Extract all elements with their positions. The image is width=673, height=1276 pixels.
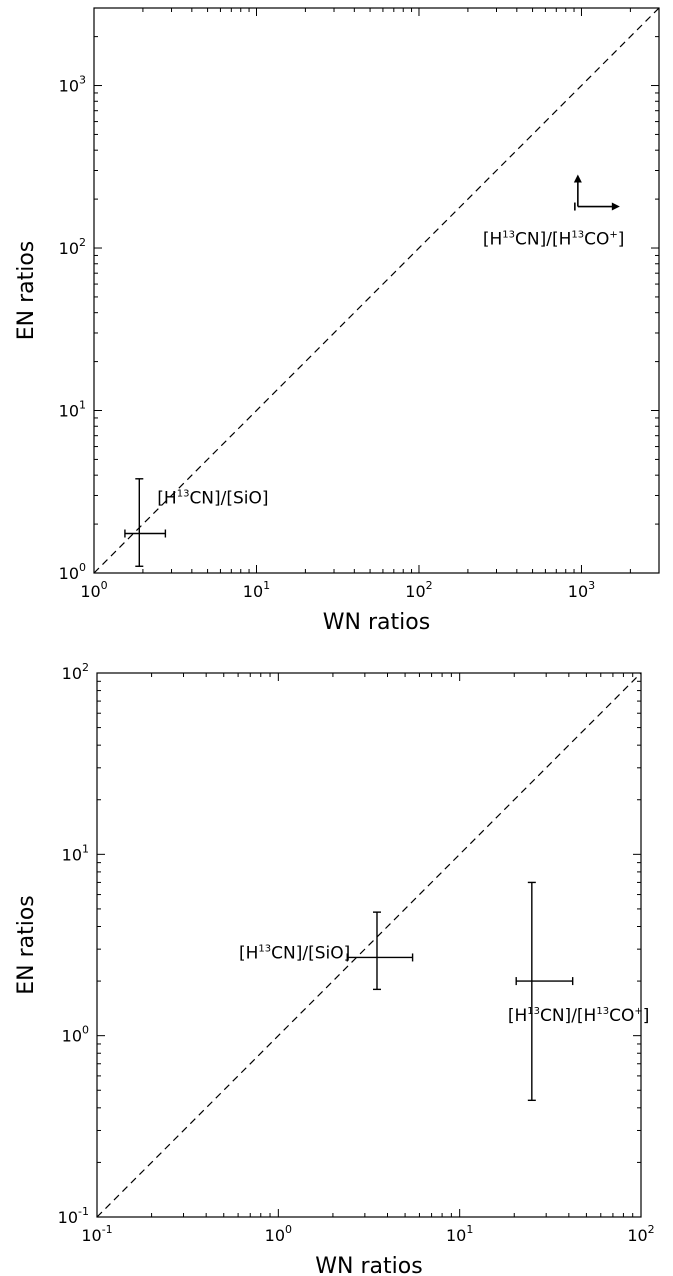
x-tick-label: 10-1 bbox=[81, 1223, 112, 1245]
chart-panel-2: 10-1 100 101 102 10-1 100 101 102 WN ratios EN ra… bbox=[14, 661, 655, 1276]
arrowhead-icon bbox=[611, 202, 620, 211]
chart-panel-1: 100 101 102 103 100 101 102 103 WN ratios EN rati… bbox=[14, 7, 660, 635]
plot-frame bbox=[96, 672, 642, 1218]
x-tick-label: 100 bbox=[265, 1223, 292, 1245]
y-tick-label: 10-1 bbox=[58, 1205, 89, 1227]
y-tick-label: 101 bbox=[59, 399, 86, 421]
y-tick-label: 102 bbox=[62, 661, 89, 683]
arrowhead-icon bbox=[573, 174, 582, 183]
data-point: [H13CN]/[H13CO+] bbox=[508, 881, 650, 1102]
y-axis-label: EN ratios bbox=[14, 895, 39, 995]
x-tick-label: 102 bbox=[627, 1223, 654, 1245]
y-axis-label: EN ratios bbox=[14, 241, 39, 341]
plot-frame bbox=[93, 7, 660, 574]
reference-line-y-equals-x bbox=[96, 672, 642, 1218]
data-point: [H13CN]/[SiO] bbox=[239, 911, 414, 991]
x-axis-label: WN ratios bbox=[323, 610, 430, 635]
y-tick-label: 100 bbox=[62, 1024, 89, 1046]
x-tick-label: 100 bbox=[80, 579, 107, 601]
x-tick-label: 102 bbox=[405, 579, 432, 601]
data-point: [H13CN]/[H13CO+] bbox=[483, 174, 625, 250]
reference-line-y-equals-x bbox=[93, 7, 660, 574]
y-tick-label: 103 bbox=[59, 74, 86, 96]
data-label: [H13CN]/[H13CO+] bbox=[483, 230, 625, 250]
y-tick-label: 100 bbox=[59, 561, 86, 583]
data-label: [H13CN]/[H13CO+] bbox=[508, 1006, 650, 1026]
x-axis-label: WN ratios bbox=[315, 1254, 422, 1276]
data-point: [H13CN]/[SiO] bbox=[124, 478, 269, 567]
x-tick-label: 103 bbox=[568, 579, 595, 601]
y-tick-label: 102 bbox=[59, 236, 86, 258]
y-tick-label: 101 bbox=[62, 842, 89, 864]
x-tick-label: 101 bbox=[243, 579, 270, 601]
x-tick-label: 101 bbox=[446, 1223, 473, 1245]
data-label: [H13CN]/[SiO] bbox=[157, 489, 268, 509]
data-label: [H13CN]/[SiO] bbox=[239, 943, 350, 963]
